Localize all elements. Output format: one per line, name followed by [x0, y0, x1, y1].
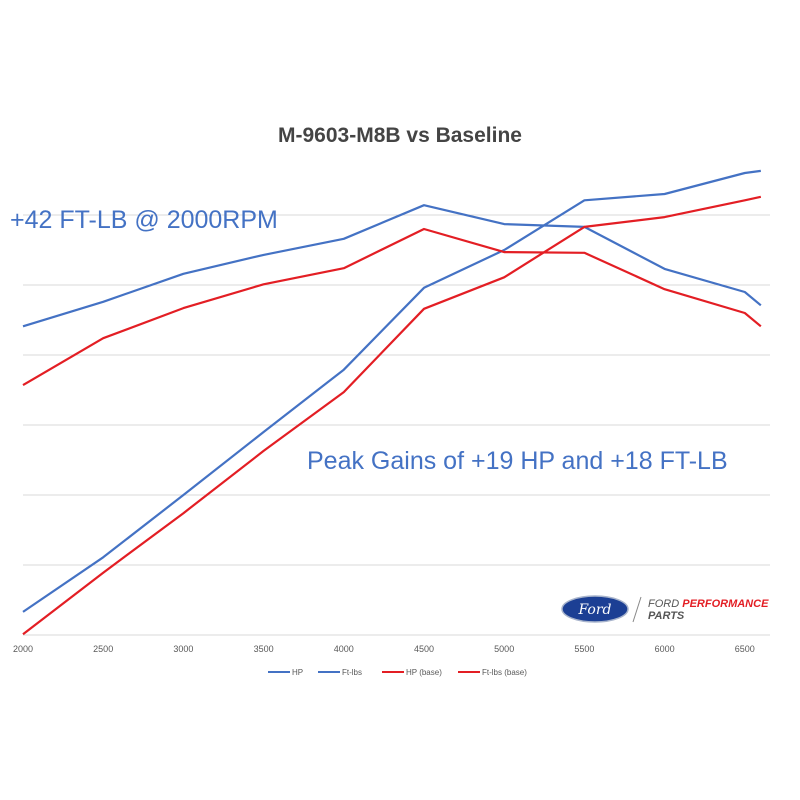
legend-item: Ft-lbs (base) [458, 668, 527, 677]
legend-label: Ft-lbs [342, 668, 362, 677]
x-tick-label: 2500 [93, 644, 113, 654]
x-tick-label: 6000 [655, 644, 675, 654]
svg-text:Ford: Ford [577, 602, 611, 618]
series-line-hp [22, 169, 761, 613]
series-lines [22, 169, 762, 636]
x-axis-ticks: 2000 2500 3000 3500 4000 4500 5000 5500 6000 6500 [13, 644, 755, 654]
x-tick-label: 4000 [334, 644, 354, 654]
x-tick-label: 3000 [173, 644, 193, 654]
chart-title: M-9603-M8B vs Baseline [278, 124, 522, 147]
series-line-ft-lbs [22, 204, 762, 328]
legend-label: Ft-lbs (base) [482, 668, 527, 677]
legend-label: HP [292, 668, 303, 677]
series-line-ft-lbs-base [22, 227, 762, 387]
x-tick-label: 6500 [735, 644, 755, 654]
legend-item: Ft-lbs [318, 668, 362, 677]
legend-item: HP (base) [382, 668, 442, 677]
annotation-torque-gain: +42 FT-LB @ 2000RPM [10, 206, 278, 234]
legend-label: HP (base) [406, 668, 442, 677]
annotation-peak-gains: Peak Gains of +19 HP and +18 FT-LB [307, 447, 728, 475]
series-line-hp-base [22, 195, 762, 636]
x-tick-label: 5500 [574, 644, 594, 654]
x-tick-label: 2000 [13, 644, 33, 654]
ford-performance-logo: Ford FORD PERFORMANCE PARTS [561, 595, 769, 623]
svg-text:FORD PERFORMANCE: FORD PERFORMANCE [648, 598, 769, 610]
x-tick-label: 5000 [494, 644, 514, 654]
legend: HP Ft-lbs HP (base) Ft-lbs (base) [268, 668, 527, 677]
x-tick-label: 3500 [254, 644, 274, 654]
svg-text:PARTS: PARTS [648, 610, 685, 622]
legend-item: HP [268, 668, 303, 677]
gridlines [23, 214, 770, 636]
x-tick-label: 4500 [414, 644, 434, 654]
